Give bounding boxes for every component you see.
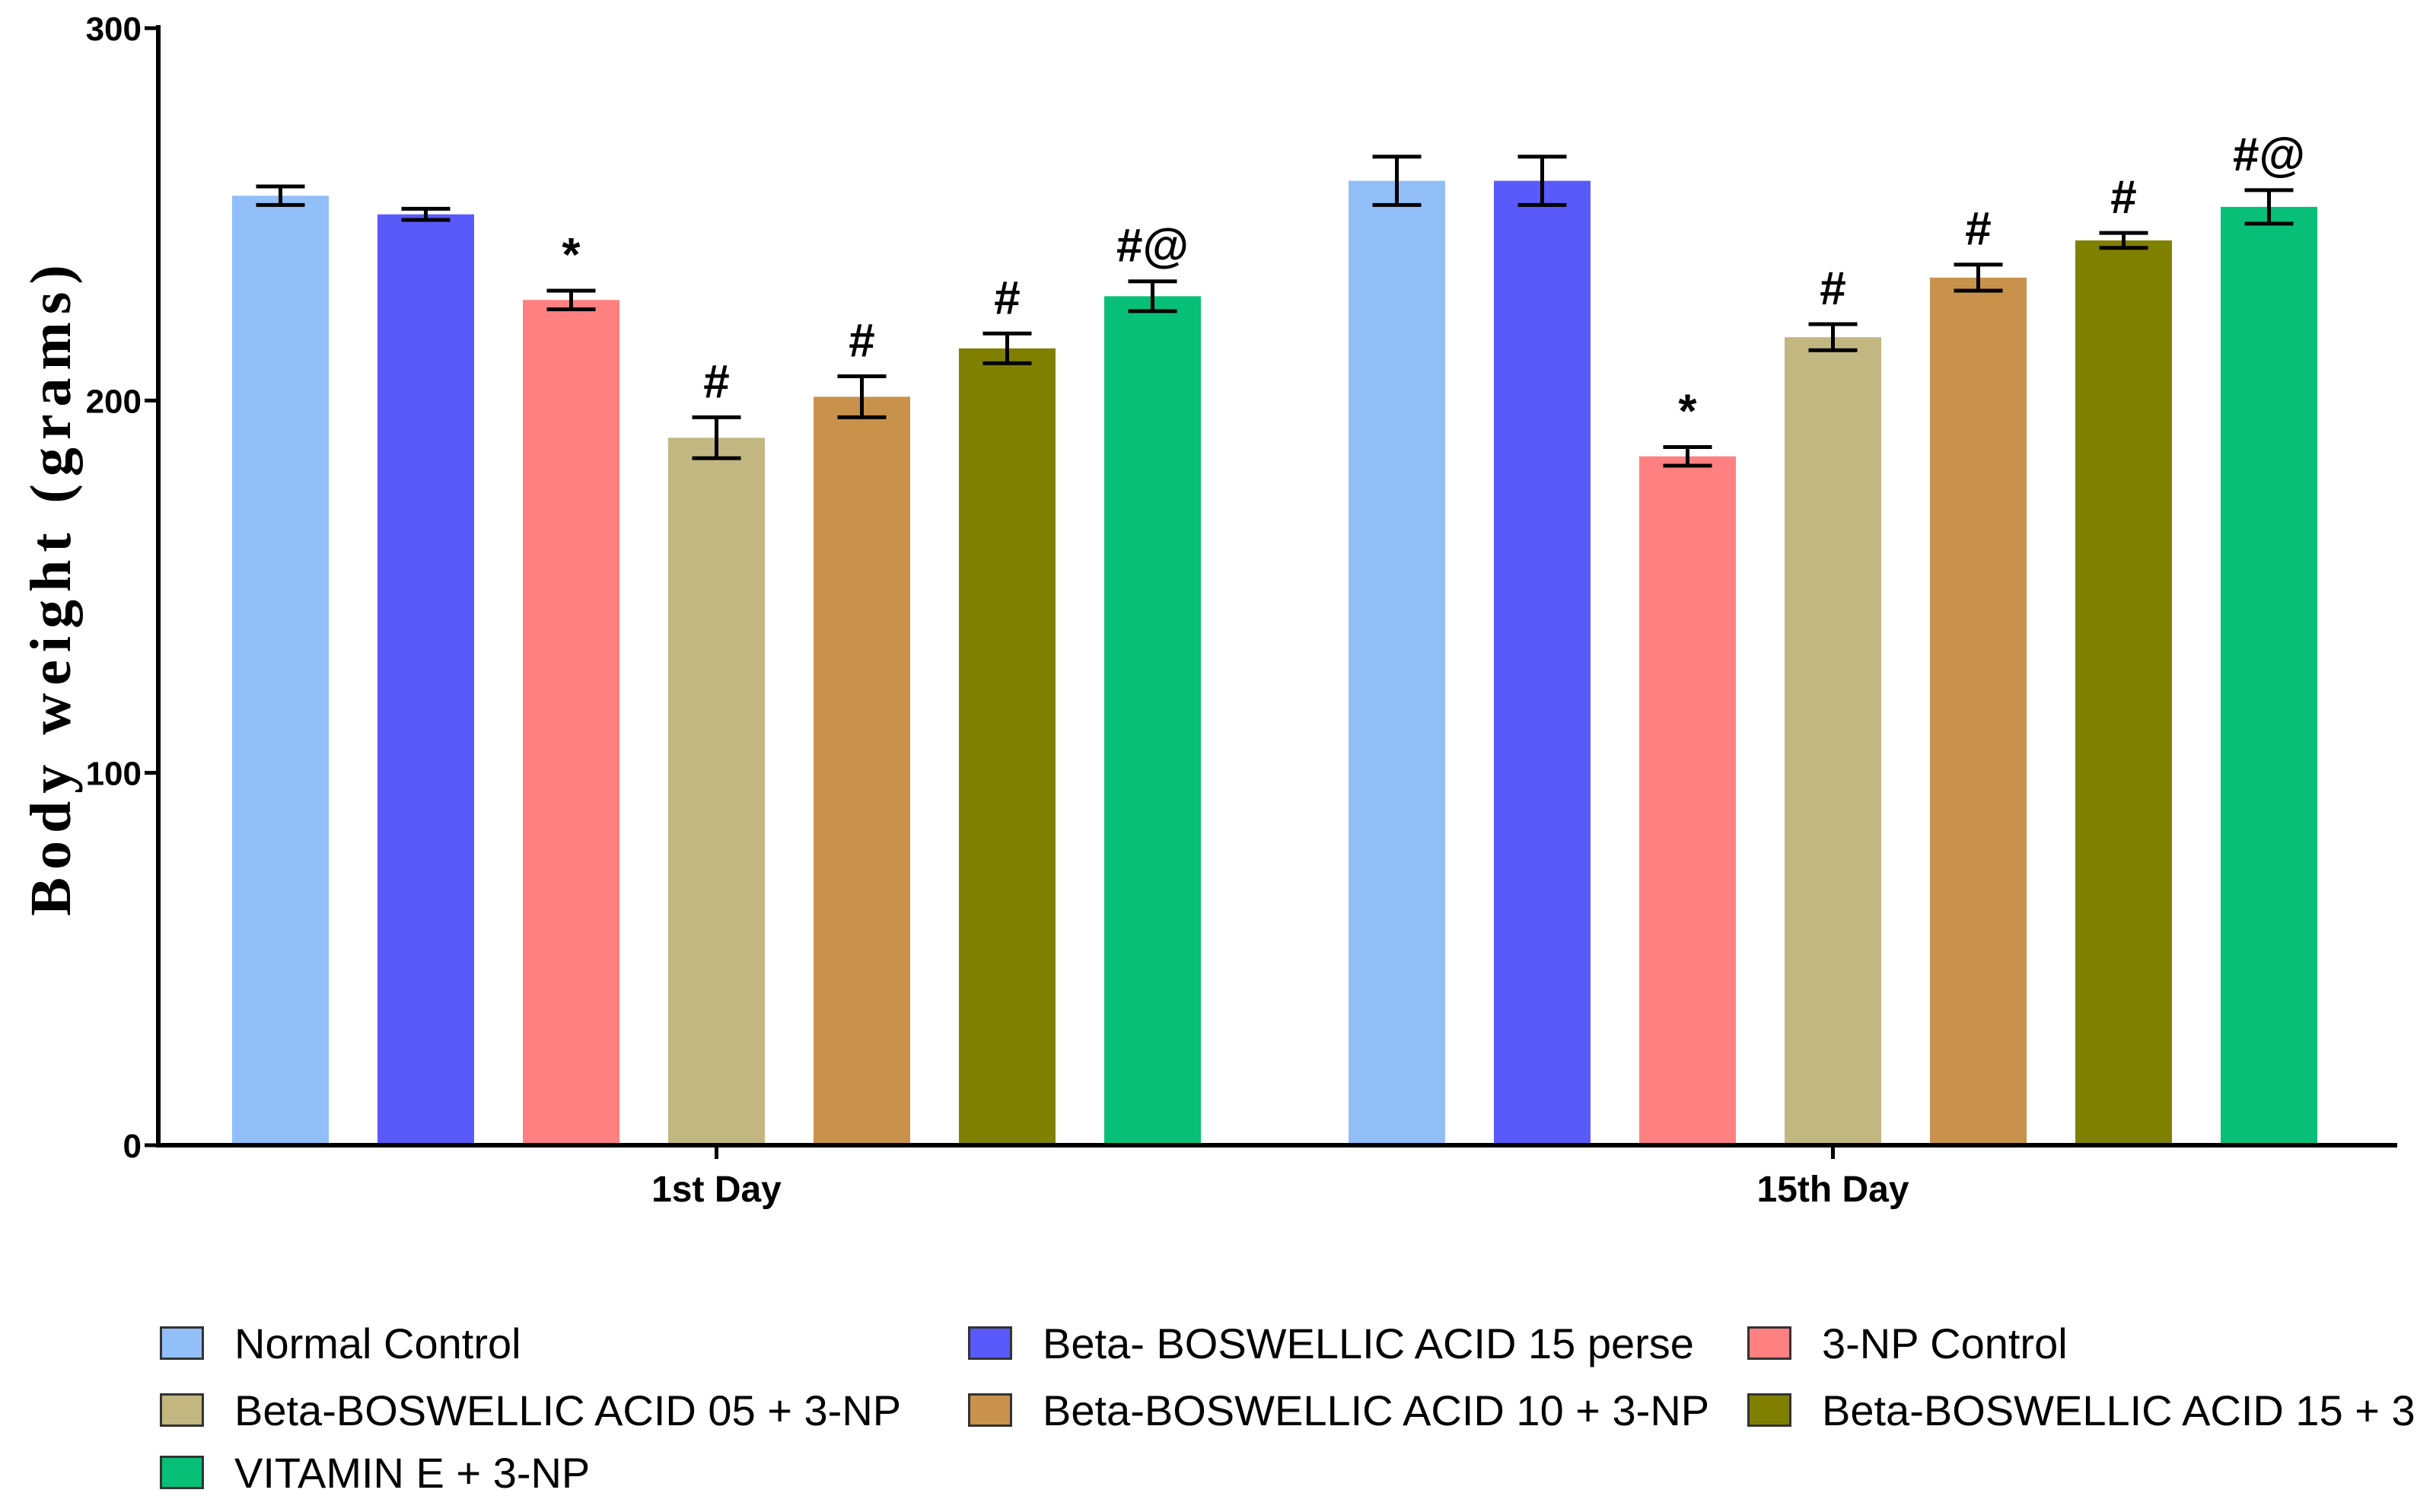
legend-swatch bbox=[968, 1393, 1012, 1427]
bar bbox=[668, 438, 765, 1145]
legend-item: Beta-BOSWELLIC ACID 10 + 3-NP bbox=[968, 1383, 1709, 1437]
legend-swatch bbox=[160, 1456, 204, 1489]
legend-item: Normal Control bbox=[160, 1316, 521, 1370]
legend-swatch bbox=[160, 1326, 204, 1360]
significance-marker: # bbox=[1820, 263, 1845, 315]
legend-label: Beta-BOSWELLIC ACID 05 + 3-NP bbox=[234, 1386, 902, 1434]
bar bbox=[523, 300, 619, 1145]
legend-label: Normal Control bbox=[234, 1319, 521, 1367]
legend-label: Beta-BOSWELLIC ACID 15 + 3-NP bbox=[1822, 1386, 2417, 1434]
bar bbox=[814, 396, 910, 1145]
legend-swatch bbox=[1747, 1326, 1791, 1360]
legend-label: Beta- BOSWELLIC ACID 15 perse bbox=[1043, 1319, 1694, 1367]
legend-item: 3-NP Control bbox=[1747, 1316, 2068, 1370]
legend-item: Beta-BOSWELLIC ACID 05 + 3-NP bbox=[160, 1383, 901, 1437]
bar bbox=[1494, 180, 1591, 1145]
x-category-label: 15th Day bbox=[1756, 1170, 1909, 1210]
bar bbox=[1785, 337, 1881, 1145]
bar bbox=[1639, 456, 1736, 1145]
significance-marker: #@ bbox=[2233, 129, 2305, 181]
legend-swatch bbox=[968, 1326, 1012, 1360]
legend-item: VITAMIN E + 3-NP bbox=[160, 1446, 590, 1499]
y-tick-label: 200 bbox=[86, 383, 142, 420]
bar bbox=[232, 196, 329, 1146]
significance-marker: # bbox=[2110, 171, 2136, 224]
y-tick-label: 100 bbox=[86, 756, 142, 793]
significance-marker: # bbox=[703, 355, 729, 408]
significance-marker: #@ bbox=[1116, 220, 1189, 272]
significance-marker: * bbox=[562, 229, 581, 282]
significance-marker: # bbox=[994, 272, 1020, 324]
significance-marker: # bbox=[849, 315, 874, 368]
legend-item: Beta-BOSWELLIC ACID 15 + 3-NP bbox=[1747, 1383, 2417, 1437]
x-category-label: 1st Day bbox=[651, 1170, 782, 1210]
legend: Normal Control Beta- BOSWELLIC ACID 15 pe… bbox=[0, 1294, 2417, 1512]
significance-marker: # bbox=[1965, 203, 1991, 256]
y-tick-label: 300 bbox=[86, 11, 142, 48]
y-tick-label: 0 bbox=[123, 1128, 142, 1165]
bar bbox=[1104, 296, 1201, 1145]
bar bbox=[2075, 240, 2172, 1145]
bar bbox=[959, 348, 1056, 1145]
legend-label: VITAMIN E + 3-NP bbox=[234, 1448, 591, 1497]
significance-marker: * bbox=[1678, 386, 1697, 438]
legend-label: 3-NP Control bbox=[1822, 1319, 2068, 1367]
y-axis-label: Body weight (grams) bbox=[19, 257, 83, 916]
legend-label: Beta-BOSWELLIC ACID 10 + 3-NP bbox=[1043, 1386, 1710, 1434]
bar bbox=[2221, 206, 2317, 1145]
bar bbox=[1930, 277, 2027, 1146]
legend-swatch bbox=[1747, 1393, 1791, 1427]
legend-swatch bbox=[160, 1393, 204, 1427]
bar bbox=[377, 214, 474, 1146]
bar bbox=[1349, 180, 1445, 1145]
legend-item: Beta- BOSWELLIC ACID 15 perse bbox=[968, 1316, 1694, 1370]
